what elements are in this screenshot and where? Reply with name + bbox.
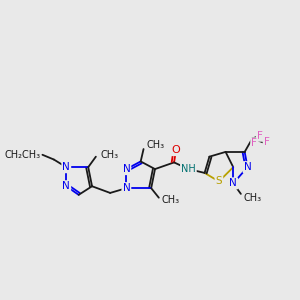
- Text: CH₃: CH₃: [162, 195, 180, 205]
- Text: N: N: [62, 162, 70, 172]
- Text: O: O: [172, 145, 180, 155]
- Text: N: N: [62, 181, 70, 191]
- Text: CH₃: CH₃: [244, 193, 262, 203]
- Text: F: F: [264, 137, 269, 147]
- Text: N: N: [122, 164, 130, 174]
- Text: S: S: [216, 176, 222, 187]
- Text: N: N: [122, 183, 130, 193]
- Text: N: N: [244, 162, 251, 172]
- Text: F: F: [257, 131, 263, 141]
- Text: CH₂CH₃: CH₂CH₃: [4, 150, 40, 160]
- Text: F: F: [251, 138, 257, 148]
- Text: CH₃: CH₃: [100, 150, 119, 160]
- Text: N: N: [229, 178, 237, 188]
- Text: NH: NH: [181, 164, 196, 174]
- Text: CH₃: CH₃: [146, 140, 164, 150]
